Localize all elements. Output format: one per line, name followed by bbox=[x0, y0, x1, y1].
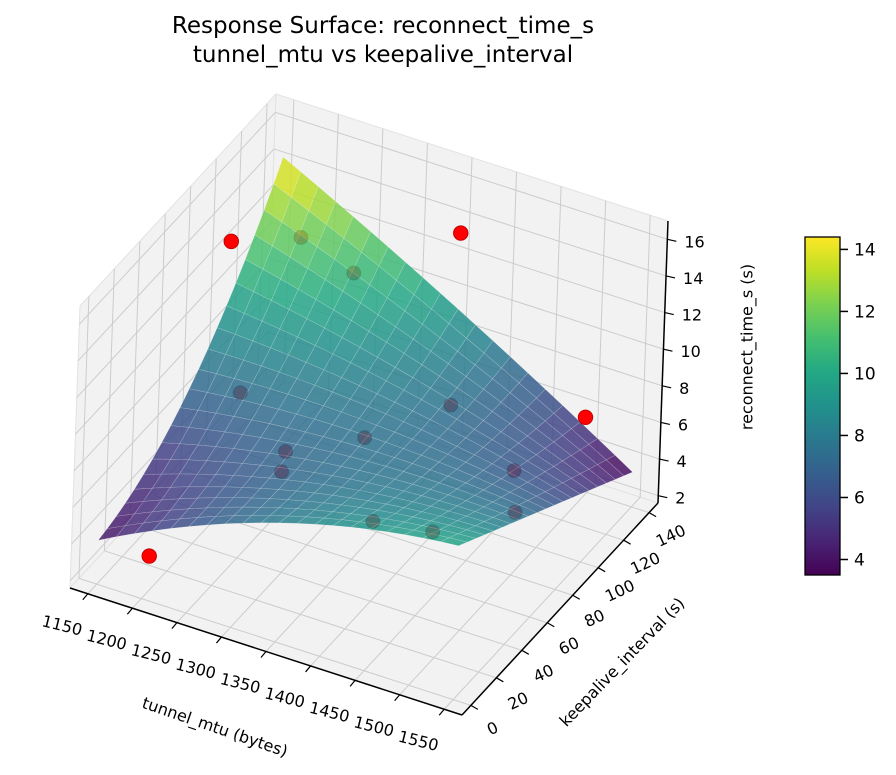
svg-text:16: 16 bbox=[684, 232, 704, 251]
z-axis-ticks: 2 4 6 8 10 12 14 16 bbox=[658, 232, 705, 508]
outlier-point bbox=[141, 548, 157, 564]
svg-text:20: 20 bbox=[505, 688, 531, 714]
svg-text:1500: 1500 bbox=[352, 712, 396, 740]
svg-text:8: 8 bbox=[854, 426, 865, 446]
svg-text:1450: 1450 bbox=[307, 698, 351, 726]
svg-text:80: 80 bbox=[581, 605, 607, 631]
svg-text:12: 12 bbox=[854, 302, 876, 322]
svg-text:1150: 1150 bbox=[40, 611, 84, 639]
svg-text:6: 6 bbox=[854, 488, 865, 508]
svg-text:14: 14 bbox=[854, 240, 876, 260]
svg-text:140: 140 bbox=[653, 521, 689, 551]
svg-text:4: 4 bbox=[677, 452, 687, 471]
svg-text:1300: 1300 bbox=[174, 655, 218, 683]
svg-text:60: 60 bbox=[556, 633, 582, 659]
svg-text:1250: 1250 bbox=[129, 640, 173, 668]
z-axis-title: reconnect_time_s (s) bbox=[737, 263, 757, 431]
svg-text:1200: 1200 bbox=[85, 626, 129, 654]
chart-title-line1: Response Surface: reconnect_time_s bbox=[171, 13, 595, 39]
outlier-point bbox=[453, 225, 469, 241]
data-points-above-surface bbox=[141, 225, 594, 564]
svg-text:10: 10 bbox=[680, 342, 700, 361]
chart-title: Response Surface: reconnect_time_s tunne… bbox=[172, 12, 594, 70]
svg-text:2: 2 bbox=[675, 489, 685, 508]
svg-text:1350: 1350 bbox=[218, 669, 262, 697]
svg-text:0: 0 bbox=[484, 718, 501, 740]
svg-text:1400: 1400 bbox=[263, 683, 307, 711]
svg-text:12: 12 bbox=[682, 306, 702, 325]
svg-text:10: 10 bbox=[854, 364, 876, 384]
svg-text:8: 8 bbox=[679, 379, 689, 398]
response-surface bbox=[97, 156, 634, 547]
svg-text:14: 14 bbox=[683, 269, 703, 288]
outlier-point bbox=[223, 233, 239, 250]
svg-text:40: 40 bbox=[530, 660, 556, 686]
svg-text:1550: 1550 bbox=[396, 727, 440, 755]
chart-title-line2: tunnel_mtu vs keepalive_interval bbox=[192, 42, 574, 68]
svg-text:6: 6 bbox=[678, 415, 688, 434]
svg-text:100: 100 bbox=[602, 576, 638, 606]
outlier-point bbox=[577, 409, 594, 425]
colorbar: 4 6 8 10 12 14 bbox=[804, 236, 876, 576]
svg-text:120: 120 bbox=[627, 548, 663, 578]
svg-text:4: 4 bbox=[854, 551, 865, 571]
